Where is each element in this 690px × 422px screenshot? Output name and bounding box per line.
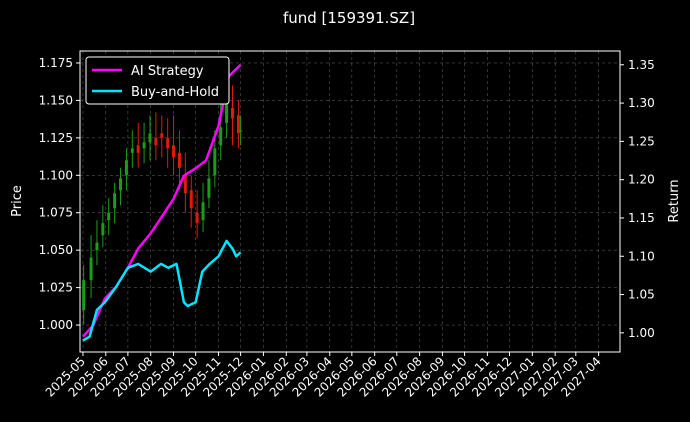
candle-body xyxy=(130,148,134,153)
y-left-tick-label: 1.175 xyxy=(39,56,73,70)
y-axis-left-label: Price xyxy=(10,185,25,217)
candle-body xyxy=(113,193,117,209)
candle-body xyxy=(148,133,152,143)
legend-label-ai-strategy: AI Strategy xyxy=(131,64,204,79)
candle-body xyxy=(154,137,158,146)
series-lines xyxy=(81,63,242,342)
y-right-tick-label: 1.25 xyxy=(628,134,655,148)
candlesticks xyxy=(82,77,243,326)
candle-body xyxy=(119,178,123,191)
y-axis-right: 1.00 1.05 1.10 1.15 1.20 1.25 1.30 1.35 xyxy=(620,58,655,340)
y-left-tick-label: 1.025 xyxy=(39,281,73,295)
y-left-tick-label: 1.075 xyxy=(39,206,73,220)
y-right-tick-label: 1.30 xyxy=(628,96,655,110)
candle-body xyxy=(82,280,86,311)
plot-frame xyxy=(79,50,621,353)
candle-body xyxy=(201,202,205,221)
candle-body xyxy=(213,148,217,176)
y-right-tick-label: 1.10 xyxy=(628,249,655,263)
chart-title: fund [159391.SZ] xyxy=(283,9,415,27)
y-left-tick-label: 1.150 xyxy=(39,93,73,107)
y-axis-left: 1.000 1.025 1.050 1.075 1.100 1.125 1.150 1.175 xyxy=(39,56,80,332)
candle-body xyxy=(89,257,93,281)
candle-body xyxy=(177,152,181,168)
y-right-tick-label: 1.20 xyxy=(628,173,655,187)
candle-body xyxy=(230,107,234,119)
y-right-tick-label: 1.15 xyxy=(628,211,655,225)
candle-body xyxy=(101,223,105,236)
y-left-tick-label: 1.000 xyxy=(39,318,73,332)
series-line-buy-and-hold xyxy=(82,239,242,342)
candle-body xyxy=(225,103,229,123)
candle-body xyxy=(95,242,99,251)
candle-body xyxy=(219,127,223,146)
candle-body xyxy=(107,212,111,221)
candle-body xyxy=(207,178,211,198)
candle-body xyxy=(166,137,170,149)
y-right-tick-label: 1.00 xyxy=(628,326,655,340)
candle-body xyxy=(195,212,199,224)
candle-body xyxy=(189,190,193,209)
candle-body xyxy=(142,142,146,149)
legend: AI Strategy Buy-and-Hold xyxy=(85,56,230,105)
y-axis-right-label: Return xyxy=(667,179,682,222)
legend-label-buy-and-hold: Buy-and-Hold xyxy=(131,85,219,100)
y-left-tick-label: 1.050 xyxy=(39,243,73,257)
candle-body xyxy=(236,115,240,134)
candle-body xyxy=(172,145,176,158)
y-right-tick-label: 1.05 xyxy=(628,288,655,302)
candle-body xyxy=(160,133,164,138)
y-left-tick-label: 1.125 xyxy=(39,131,73,145)
y-left-tick-label: 1.100 xyxy=(39,168,73,182)
candle-body xyxy=(239,130,243,132)
y-right-tick-label: 1.35 xyxy=(628,58,655,72)
candle-body xyxy=(136,145,140,153)
candle-body xyxy=(183,175,187,194)
candle-body xyxy=(124,160,128,176)
series-line-ai-strategy xyxy=(81,63,242,338)
